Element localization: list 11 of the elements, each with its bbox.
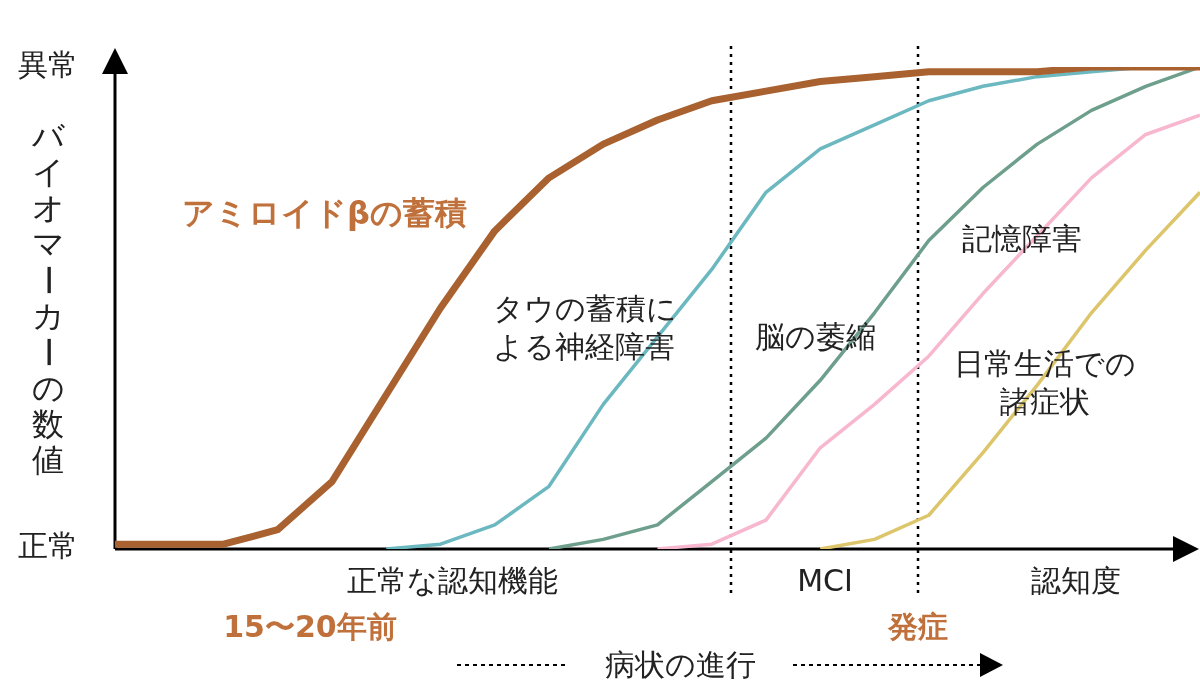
text: MCI <box>797 562 853 600</box>
text: 異常 <box>18 46 78 84</box>
series-label: アミロイドβの蓄積 <box>182 193 468 233</box>
text: バイオマーカーの数値 <box>29 117 67 479</box>
text: 正常 <box>18 527 78 565</box>
series-label: 記憶障害 <box>962 220 1083 258</box>
text: 認知度 <box>1031 562 1121 600</box>
text: 病状の進行 <box>604 646 756 684</box>
text: 発症 <box>888 608 948 646</box>
text: 15〜20年前 <box>223 608 397 646</box>
text: 正常な認知機能 <box>346 562 558 600</box>
